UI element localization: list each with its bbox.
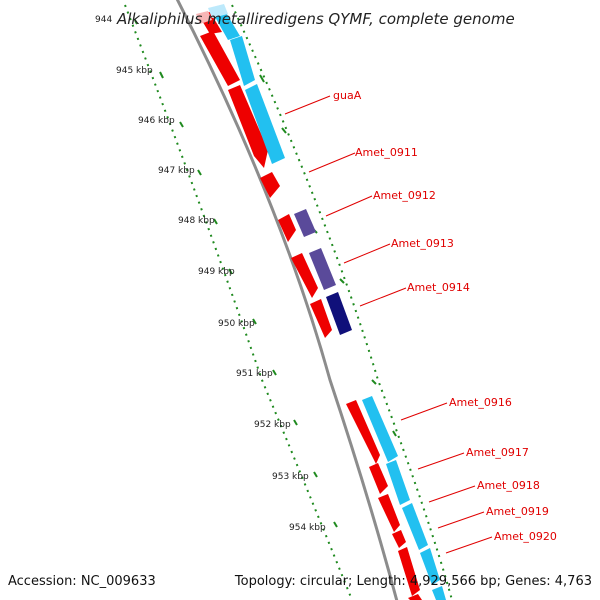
cyan-feature — [432, 586, 446, 600]
cyan-feature — [245, 84, 285, 164]
cds-features — [198, 12, 422, 600]
label-pointers — [284, 95, 493, 554]
ruler-label: 945 kbp — [116, 66, 153, 76]
cds-arrow — [291, 253, 318, 298]
ruler-label: 944 — [95, 15, 112, 25]
genome-title: Alkaliphilus metalliredigens QYMF, compl… — [116, 10, 515, 28]
cds-arrow — [369, 463, 388, 494]
cds-arrow — [310, 299, 332, 338]
navy-feature — [326, 292, 352, 335]
ruler-track-left — [124, 4, 353, 600]
ruler-label: 954 kbp — [289, 523, 326, 533]
gene-label[interactable]: Amet_0918 — [477, 479, 540, 492]
cyan-feature — [230, 36, 255, 86]
ruler-label: 950 kbp — [218, 319, 255, 329]
ruler-label: 949 kbp — [198, 267, 235, 277]
purple-feature — [309, 248, 336, 290]
ruler-label: 948 kbp — [178, 216, 215, 226]
ruler-track-right — [231, 4, 453, 600]
cds-arrow — [228, 85, 268, 168]
cds-arrow — [260, 172, 280, 198]
gene-label[interactable]: Amet_0916 — [449, 396, 512, 409]
purple-feature — [294, 209, 316, 237]
gene-label[interactable]: Amet_0912 — [373, 189, 436, 202]
faded-feature — [208, 4, 228, 18]
cds-arrow — [200, 31, 240, 86]
cds-arrow — [278, 214, 296, 242]
ruler-label: 951 kbp — [236, 369, 273, 379]
faded-feature — [196, 11, 212, 24]
ruler-ticks — [134, 19, 424, 538]
cds-arrow — [398, 547, 420, 596]
cds-arrow — [378, 494, 400, 532]
gene-label[interactable]: Amet_0920 — [494, 530, 557, 543]
cds-arrow — [392, 530, 406, 548]
ruler-label: 947 kbp — [158, 166, 195, 176]
gene-label[interactable]: Amet_0917 — [466, 446, 529, 459]
cds-arrow — [408, 594, 422, 600]
genome-backbone — [175, 0, 399, 600]
gene-label[interactable]: Amet_0914 — [407, 281, 470, 294]
genome-summary-text: Topology: circular; Length: 4,929,566 bp… — [234, 574, 592, 589]
ruler-label: 952 kbp — [254, 420, 291, 430]
cyan-feature — [386, 460, 410, 505]
cyan-features — [210, 6, 446, 600]
accession-text: Accession: NC_009633 — [8, 574, 156, 589]
ruler-label: 953 kbp — [272, 472, 309, 482]
cyan-feature — [402, 503, 428, 550]
cds-arrow — [346, 400, 380, 464]
gene-label[interactable]: Amet_0911 — [355, 146, 418, 159]
cyan-feature — [362, 396, 398, 462]
ruler-label: 946 kbp — [138, 116, 175, 126]
gene-label[interactable]: guaA — [333, 89, 362, 102]
gene-label[interactable]: Amet_0913 — [391, 237, 454, 250]
gene-label[interactable]: Amet_0919 — [486, 505, 549, 518]
cyan-feature — [420, 548, 440, 585]
